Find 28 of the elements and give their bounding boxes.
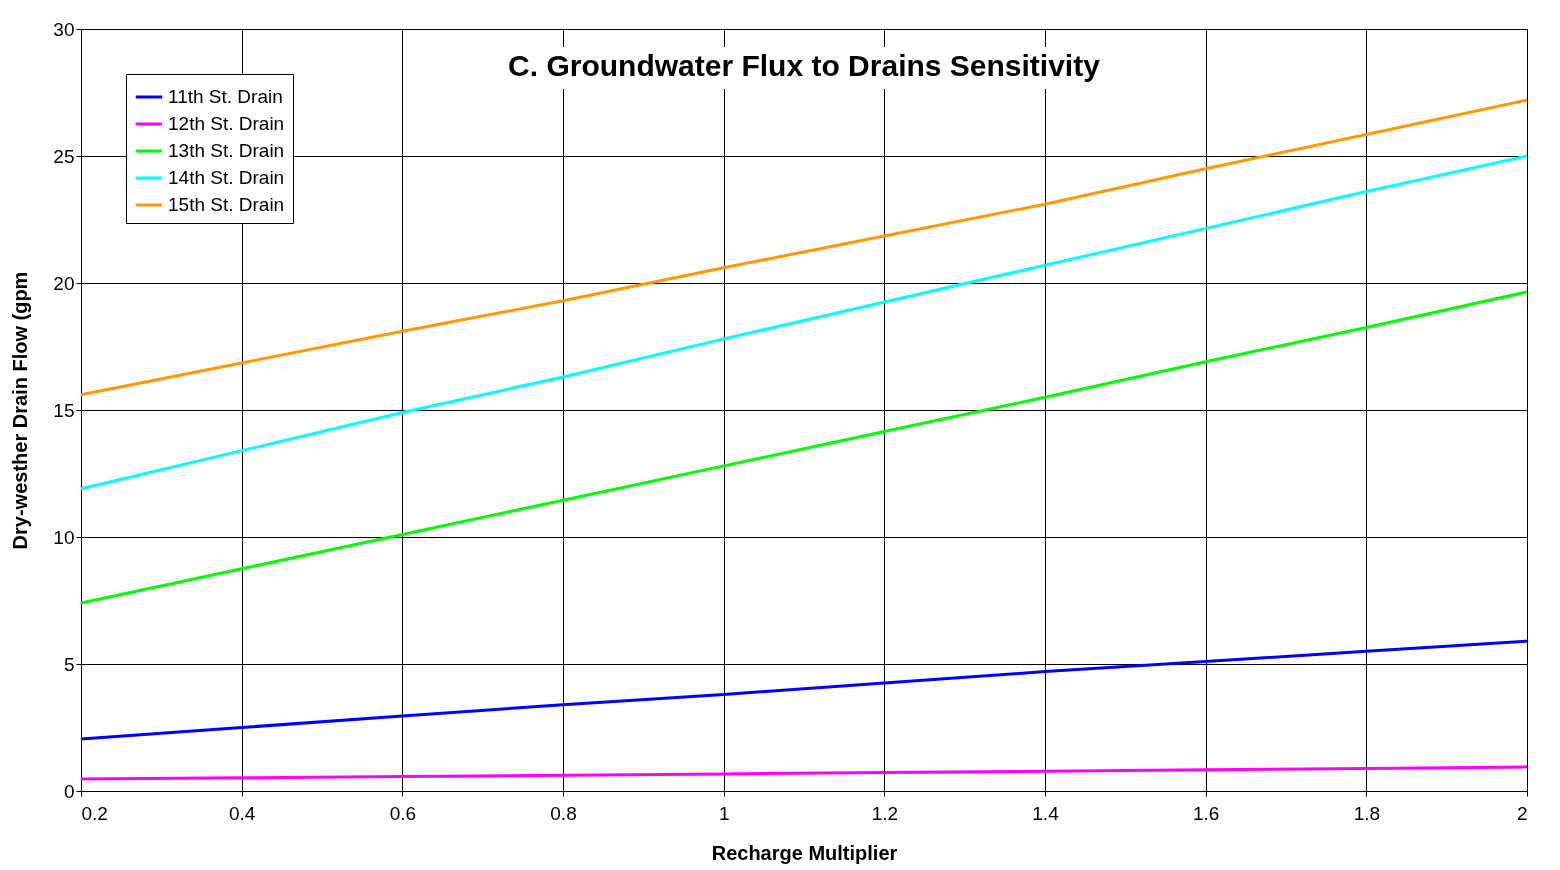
x-tick-label: 1.6 <box>1192 802 1220 824</box>
x-tick-label: 0.2 <box>81 802 108 824</box>
line-series <box>79 639 1529 741</box>
y-tick-label: 25 <box>53 145 75 167</box>
x-tick-label: 1.4 <box>1032 802 1060 824</box>
y-tick-label: 15 <box>53 399 75 421</box>
line-series <box>79 290 1529 605</box>
y-tick-label: 0 <box>63 780 75 802</box>
y-tick-label: 30 <box>53 18 75 40</box>
x-tick-label: 2 <box>1516 802 1528 824</box>
x-tick-label: 0.6 <box>389 802 417 824</box>
x-axis-title: Recharge Multiplier <box>711 841 898 864</box>
line-series <box>79 765 1529 781</box>
y-tick-label: 10 <box>53 526 75 548</box>
legend-label: 14th St. Drain <box>168 167 285 188</box>
text: C. Groundwater Flux to Drains Sensitivity <box>508 49 1101 82</box>
y-tick-label: 20 <box>53 272 75 294</box>
x-tick-label: 1.2 <box>871 802 899 824</box>
x-tick-label: 0.8 <box>550 802 577 824</box>
x-tick-label: 1 <box>718 802 730 824</box>
legend-label: 11th St. Drain <box>168 86 283 107</box>
x-tick-label: 1.8 <box>1353 802 1381 824</box>
y-tick-label: 5 <box>63 653 75 675</box>
x-tick-label: 0.4 <box>228 802 256 824</box>
y-axis-title: Dry-westher Drain Flow (gpm <box>9 271 32 550</box>
legend-label: 13th St. Drain <box>168 140 285 161</box>
legend-label: 12th St. Drain <box>168 113 285 134</box>
legend-label: 15th St. Drain <box>168 194 285 215</box>
